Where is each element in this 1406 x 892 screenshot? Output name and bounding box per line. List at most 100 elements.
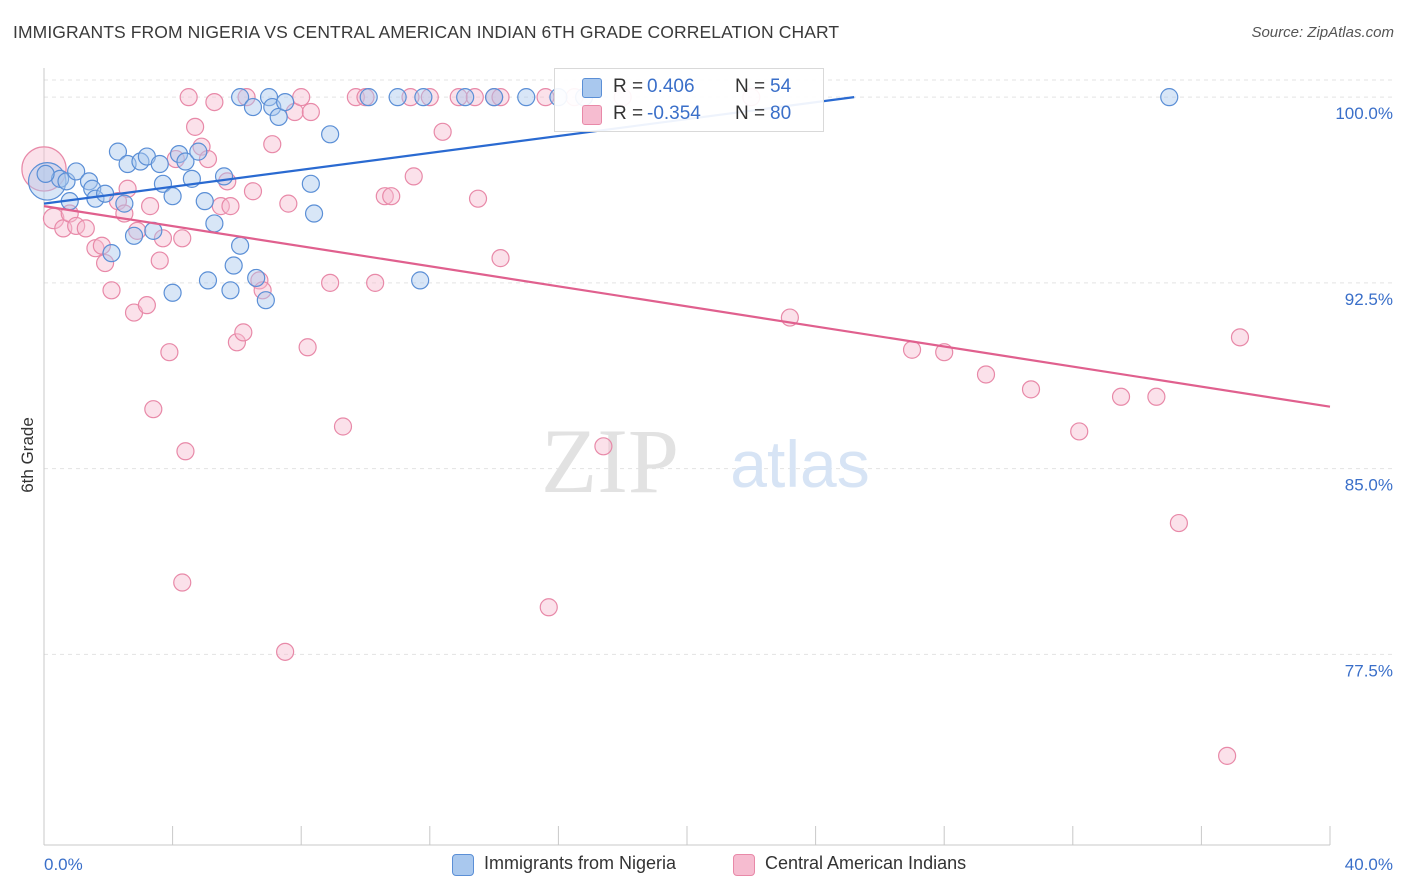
n-value: 80	[770, 103, 792, 124]
data-point	[401, 88, 420, 107]
stats-legend: R = 0.406 N = 54 R = -0.354 N = 80	[554, 68, 824, 132]
y-tick-label: 100.0%	[1335, 104, 1393, 123]
data-point	[256, 291, 275, 310]
data-point	[115, 194, 134, 213]
data-point	[279, 194, 298, 213]
data-point	[21, 146, 67, 192]
data-point	[465, 88, 484, 107]
data-point	[404, 167, 423, 186]
data-point	[366, 273, 385, 292]
r-value: -0.354	[647, 103, 701, 124]
data-point	[485, 88, 504, 107]
data-point	[221, 197, 240, 216]
data-point	[298, 338, 317, 357]
tick-labels: 100.0% 92.5% 85.0% 77.5% 0.0% 40.0%	[44, 104, 1393, 874]
data-point	[36, 164, 55, 184]
data-point	[118, 179, 137, 198]
data-point	[169, 145, 189, 164]
data-point	[1147, 387, 1166, 406]
axes	[43, 68, 1331, 846]
blue-swatch	[582, 78, 602, 98]
pink-swatch	[582, 105, 602, 125]
data-point	[491, 88, 510, 107]
y-tick-label: 92.5%	[1345, 290, 1393, 309]
pink-swatch	[733, 854, 755, 876]
data-point	[189, 142, 208, 161]
data-point	[150, 154, 169, 174]
data-point	[247, 268, 266, 288]
data-point	[902, 340, 922, 359]
data-point	[163, 283, 182, 302]
data-point	[539, 598, 558, 617]
data-point	[173, 229, 192, 248]
data-point	[160, 343, 179, 362]
data-point	[124, 226, 144, 245]
data-point	[594, 437, 613, 456]
data-point	[388, 88, 407, 107]
n-value: 54	[770, 76, 792, 97]
data-point	[301, 174, 320, 193]
chart-title: IMMIGRANTS FROM NIGERIA VS CENTRAL AMERI…	[13, 22, 840, 42]
data-point	[301, 102, 320, 122]
data-point	[231, 88, 250, 107]
data-point	[231, 236, 250, 255]
data-point	[92, 236, 111, 255]
data-point	[95, 253, 115, 273]
data-point	[1160, 88, 1179, 107]
data-point	[250, 271, 269, 290]
stats-row-central-american-indians: R = -0.354 N = 80	[555, 100, 823, 128]
data-point	[67, 162, 86, 181]
data-point	[1218, 746, 1237, 765]
data-point	[186, 117, 205, 136]
r-label: R =	[613, 76, 644, 97]
data-point	[150, 251, 169, 270]
data-point	[333, 417, 353, 436]
data-point	[234, 323, 253, 342]
data-point	[224, 256, 243, 275]
legend-label: Immigrants from Nigeria	[484, 853, 677, 873]
data-point	[411, 271, 430, 290]
n-label: N =	[735, 103, 766, 124]
data-point	[137, 296, 156, 315]
n-label: N =	[735, 76, 766, 97]
data-point	[76, 219, 95, 238]
data-point	[263, 135, 282, 154]
data-point	[456, 88, 475, 107]
data-point	[375, 187, 394, 206]
data-point	[976, 365, 996, 384]
data-point	[144, 400, 163, 419]
data-point	[176, 442, 195, 461]
data-point	[198, 271, 218, 290]
stats-row-nigeria: R = 0.406 N = 54	[555, 73, 823, 101]
data-point	[276, 642, 295, 661]
y-axis-label: 6th Grade	[18, 417, 37, 493]
x-tick-label: 0.0%	[44, 855, 83, 874]
data-point	[198, 149, 218, 169]
data-point	[1070, 422, 1089, 441]
data-point	[243, 97, 263, 117]
data-point	[449, 88, 468, 107]
data-point	[1169, 513, 1188, 533]
data-point	[153, 229, 173, 248]
watermark: ZIP atlas	[541, 410, 870, 512]
blue-swatch	[452, 854, 474, 876]
watermark-zip: ZIP	[541, 410, 679, 512]
series-central-american-indians	[21, 88, 1250, 765]
data-point	[1021, 380, 1041, 399]
y-tick-label: 77.5%	[1345, 661, 1393, 680]
r-label: R =	[613, 103, 644, 124]
data-point	[292, 88, 311, 107]
data-point	[382, 187, 401, 206]
data-point	[102, 281, 121, 300]
data-point	[173, 573, 192, 592]
data-point	[176, 152, 195, 171]
data-point	[140, 197, 160, 216]
data-point	[227, 333, 246, 352]
data-point	[414, 88, 433, 107]
data-point	[221, 281, 240, 300]
r-value: 0.406	[647, 76, 695, 97]
grid-lines	[44, 79, 1395, 655]
data-point	[321, 273, 340, 292]
data-point	[102, 244, 121, 263]
